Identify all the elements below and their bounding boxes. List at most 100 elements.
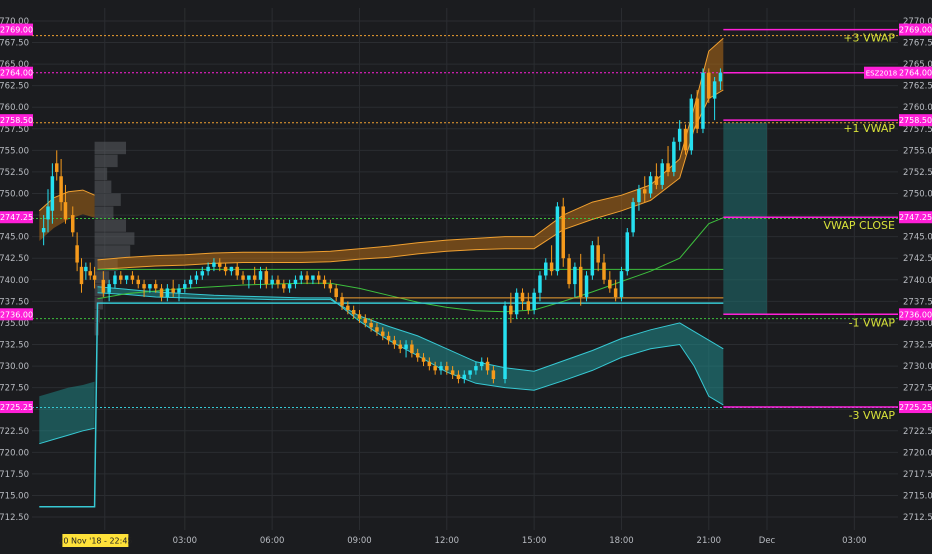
level-tag: VWAP CLOSE — [824, 219, 896, 232]
y-tick-right: 2770.00 — [903, 17, 932, 27]
level-tag: -3 VWAP — [849, 409, 896, 422]
candle-body — [643, 189, 647, 194]
candle-body — [130, 275, 135, 280]
candle-body — [171, 288, 175, 293]
profile-bar — [94, 271, 110, 284]
candle-body — [584, 275, 589, 298]
candle-body — [462, 374, 467, 380]
candle-body — [92, 275, 97, 280]
x-tick-label: 09:00 — [347, 536, 372, 546]
y-tick-left: 2737.50 — [0, 297, 29, 307]
candle-body — [369, 322, 373, 328]
candle-body — [491, 370, 496, 380]
x-tick-label: 03:00 — [173, 536, 198, 546]
profile-bar — [94, 232, 135, 245]
candle-body — [625, 232, 630, 272]
candle-body — [578, 266, 583, 298]
candle-body — [258, 271, 263, 280]
candle-body — [392, 340, 397, 345]
candles — [41, 68, 723, 384]
level-badge-right — [899, 211, 932, 224]
candle-body — [381, 331, 385, 336]
candle-body — [677, 128, 682, 142]
candle-body — [386, 335, 391, 341]
x-tick-label: 15:00 — [522, 536, 547, 546]
candle-body — [555, 206, 560, 272]
candle-body — [573, 266, 577, 285]
candle-body — [63, 202, 68, 220]
prior-lower-fill — [39, 381, 95, 444]
y-tick-left: 2727.50 — [0, 384, 29, 394]
candle-body — [509, 305, 513, 315]
x-tick-label: 21:00 — [697, 536, 722, 546]
candle-body — [71, 215, 75, 233]
level-badge-right-text: 2725.25 — [899, 403, 932, 412]
candle-body — [567, 258, 571, 285]
candle-body — [113, 275, 117, 285]
candle-body — [404, 344, 408, 349]
candle-body — [153, 284, 158, 289]
candle-body — [608, 279, 612, 289]
candle-body — [712, 81, 717, 99]
candle-body — [672, 141, 676, 172]
level-badge-right — [899, 308, 932, 321]
candle-body — [346, 305, 350, 310]
candle-body — [596, 245, 600, 263]
candle-body — [590, 245, 595, 276]
candle-body — [637, 189, 641, 203]
candle-body — [415, 353, 420, 358]
candle-body — [322, 279, 327, 285]
y-tick-right: 2712.50 — [903, 513, 932, 523]
y-tick-right: 2767.50 — [903, 39, 932, 49]
y-tick-left: 2760.00 — [0, 103, 29, 113]
level-labels: 2769.00 2769.00 +3 VWAP 2764.00 2764.00 2758.… — [0, 23, 932, 422]
candle-body — [450, 370, 455, 375]
candle-body — [124, 275, 129, 280]
candle-body — [276, 279, 280, 285]
level-tag: -1 VWAP — [849, 316, 896, 329]
y-tick-right: 2735.00 — [903, 319, 932, 329]
lower3-line — [97, 286, 724, 406]
profile-bar — [94, 193, 121, 206]
x-tick-label: 03:00 — [842, 536, 867, 546]
candle-body — [689, 98, 694, 151]
profile-bar — [94, 245, 131, 258]
symbol-badge — [864, 66, 899, 79]
y-tick-left: 2717.50 — [0, 470, 29, 480]
level-badge-left-text: 2758.50 — [0, 116, 33, 125]
candle-body — [340, 297, 344, 306]
candle-body — [526, 301, 531, 310]
candle-body — [357, 314, 362, 319]
level-badge-left — [0, 66, 33, 79]
candle-body — [136, 279, 140, 285]
candle-body — [188, 279, 193, 285]
candle-body — [654, 176, 659, 185]
candle-body — [264, 271, 269, 285]
candle-body — [270, 279, 274, 285]
candle-body — [206, 266, 210, 272]
candle-body — [707, 72, 711, 99]
candle-body — [375, 327, 379, 332]
x-tick-label: Dec — [759, 536, 776, 546]
candle-body — [363, 318, 368, 323]
candle-body — [79, 266, 84, 285]
candle-body — [474, 366, 478, 371]
candle-body — [299, 275, 304, 280]
candle-body — [631, 202, 635, 233]
level-badge-left — [0, 211, 33, 224]
y-tick-left: 2745.00 — [0, 233, 29, 243]
y-tick-left: 2750.00 — [0, 190, 29, 200]
candle-body — [532, 292, 536, 310]
level-badge-left-text: 2747.25 — [0, 213, 33, 222]
candle-body — [445, 366, 449, 371]
y-tick-left: 2735.00 — [0, 319, 29, 329]
candle-body — [660, 163, 664, 185]
candle-body — [293, 279, 298, 285]
candle-body — [538, 275, 542, 293]
candle-body — [479, 361, 484, 367]
level-badge-right-text: 2764.00 — [899, 69, 932, 78]
y-tick-right: 2717.50 — [903, 470, 932, 480]
candle-body — [514, 292, 519, 315]
y-tick-right: 2742.50 — [903, 254, 932, 264]
